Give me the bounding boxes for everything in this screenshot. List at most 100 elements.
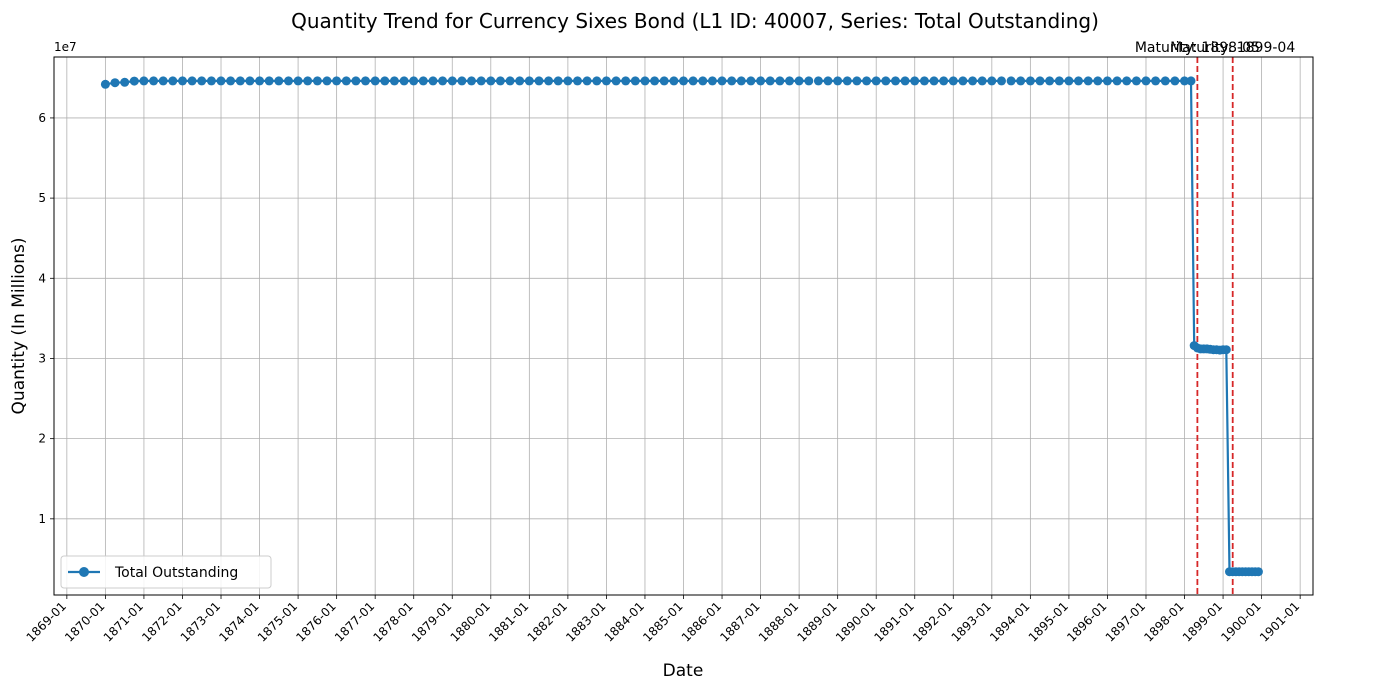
data-point (245, 76, 255, 86)
data-point (1253, 567, 1263, 577)
x-tick-label: 1881-01 (486, 599, 531, 644)
data-point (968, 76, 978, 86)
x-tick-label: 1893-01 (949, 599, 994, 644)
x-tick-label: 1896-01 (1064, 599, 1109, 644)
data-point (785, 76, 794, 86)
data-point (361, 76, 370, 86)
data-point (457, 76, 467, 86)
data-point (187, 76, 197, 86)
x-tick-label: 1901-01 (1257, 599, 1302, 644)
data-point (447, 76, 457, 86)
data-point (486, 76, 496, 86)
x-tick-label: 1897-01 (1103, 599, 1148, 644)
data-point (418, 76, 428, 86)
series-line (1011, 79, 1259, 573)
x-tick-label: 1890-01 (833, 599, 878, 644)
data-point (1054, 76, 1064, 86)
data-point (139, 76, 149, 86)
data-point (1141, 76, 1151, 86)
data-point (939, 76, 949, 86)
x-tick-label: 1869-01 (24, 599, 69, 644)
x-tick-label: 1892-01 (910, 599, 955, 644)
data-point (1102, 76, 1112, 86)
data-point (910, 76, 920, 86)
data-point (900, 76, 910, 86)
data-point (476, 76, 486, 86)
data-point (958, 76, 968, 86)
data-point (293, 76, 303, 86)
data-point (948, 76, 958, 86)
x-tick-label: 1877-01 (332, 599, 377, 644)
x-tick-label: 1871-01 (101, 599, 146, 644)
data-point (100, 79, 110, 89)
data-point (823, 76, 833, 86)
y-tick-label: 6 (38, 111, 46, 125)
data-point (332, 76, 342, 86)
data-point (1112, 76, 1122, 86)
data-point (120, 77, 130, 87)
data-point (650, 76, 660, 86)
data-point (621, 76, 631, 86)
data-point (794, 76, 804, 86)
data-point (1045, 76, 1055, 86)
y-tick-label: 5 (38, 191, 46, 205)
data-point (717, 76, 727, 86)
data-point (1074, 76, 1083, 86)
data-point (351, 76, 361, 86)
data-point (553, 76, 563, 86)
x-tick-label: 1898-01 (1141, 599, 1186, 644)
legend-label: Total Outstanding (114, 565, 238, 581)
x-axis-label: Date (663, 661, 704, 681)
data-point (524, 76, 534, 86)
data-point (1131, 76, 1141, 86)
data-point (659, 76, 669, 86)
y-offset-label: 1e7 (54, 40, 77, 54)
data-point (592, 76, 602, 86)
x-tick-label: 1887-01 (717, 599, 762, 644)
x-tick-label: 1895-01 (1026, 599, 1071, 644)
data-point (919, 76, 929, 86)
grid-lines (54, 57, 1313, 595)
data-point (515, 76, 525, 86)
data-point (399, 76, 409, 86)
maturity-label: Maturity: 1899-04 (1170, 40, 1295, 56)
data-point (679, 76, 688, 86)
data-point (1064, 76, 1074, 86)
data-point (226, 76, 236, 86)
data-point (168, 76, 178, 86)
data-point (438, 76, 448, 86)
data-point (389, 76, 399, 86)
data-point (929, 76, 939, 86)
x-tick-label: 1882-01 (525, 599, 570, 644)
data-point (1006, 76, 1016, 86)
x-tick-label: 1875-01 (255, 599, 300, 644)
data-point (129, 76, 139, 86)
data-point (1151, 76, 1161, 86)
data-point (842, 76, 852, 86)
data-point (206, 76, 216, 86)
data-point (1025, 76, 1035, 86)
x-tick-label: 1899-01 (1180, 599, 1225, 644)
data-point (197, 76, 207, 86)
data-point (312, 76, 322, 86)
legend: Total Outstanding (60, 555, 272, 589)
data-point (1221, 345, 1231, 355)
data-point (573, 76, 582, 86)
x-tick-label: 1891-01 (872, 599, 917, 644)
maturity-label: Maturity: 1898-05 (1135, 40, 1260, 56)
data-point (264, 76, 274, 86)
x-tick-label: 1888-01 (756, 599, 801, 644)
data-point (149, 76, 159, 86)
data-point (370, 76, 380, 86)
data-point (1170, 76, 1180, 86)
data-point (688, 76, 698, 86)
data-point (891, 76, 900, 86)
data-point (756, 76, 766, 86)
x-tick-label: 1883-01 (563, 599, 608, 644)
data-point (630, 76, 640, 86)
data-point (977, 76, 987, 86)
data-point (467, 76, 476, 86)
data-point (852, 76, 862, 86)
data-point (1160, 76, 1170, 86)
